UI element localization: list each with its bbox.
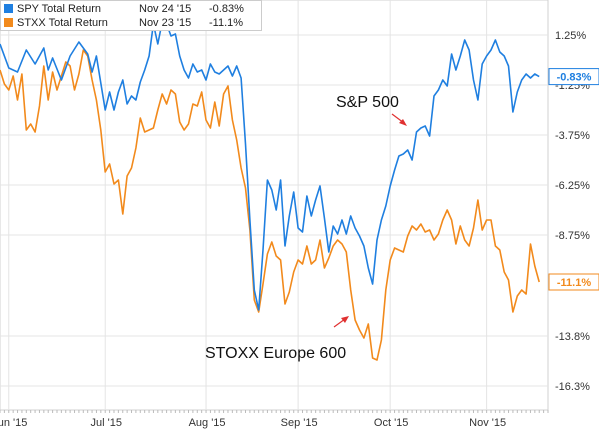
axes: 1.25%-1.25%-3.75%-6.25%-8.75%-13.8%-16.3…	[0, 30, 590, 429]
x-tick-label: Nov '15	[469, 417, 506, 429]
x-tick-label: Aug '15	[189, 417, 226, 429]
annotation-sp500-label: S&P 500	[336, 94, 399, 111]
legend-value: -0.83%	[209, 3, 244, 15]
y-tick-label: -13.8%	[555, 331, 590, 343]
x-tick-label: Sep '15	[281, 417, 318, 429]
y-tick-label: -6.25%	[555, 180, 590, 192]
series-line-stxx	[0, 49, 540, 361]
legend-item-stxx: STXX Total Return Nov 23 '15 -11.1%	[4, 17, 243, 30]
legend-date: Nov 23 '15	[139, 17, 192, 29]
end-value-badges: -0.83% -11.1%	[548, 68, 599, 291]
end-badge-box	[548, 273, 599, 291]
legend-swatch-spy	[4, 4, 13, 13]
y-tick-label: -8.75%	[555, 230, 590, 242]
end-badge-label: -0.83%	[557, 72, 592, 84]
series-lines	[0, 21, 540, 361]
x-tick-label: Jul '15	[90, 417, 121, 429]
legend-series-name: SPY Total Return	[17, 3, 101, 15]
y-tick-label: -3.75%	[555, 130, 590, 142]
legend-swatch-stxx	[4, 18, 13, 27]
x-tick-label: Jun '15	[0, 417, 27, 429]
annotation-stoxx-label: STOXX Europe 600	[205, 345, 346, 362]
legend-date: Nov 24 '15	[139, 3, 192, 15]
end-badge-label: -11.1%	[557, 277, 591, 289]
legend-item-spy: SPY Total Return Nov 24 '15 -0.83%	[4, 3, 244, 16]
annotation-sp500-arrow	[391, 113, 407, 126]
x-tick-label: Oct '15	[374, 417, 409, 429]
y-tick-label: 1.25%	[555, 30, 586, 42]
series-line-spy	[0, 21, 540, 311]
legend-value: -11.1%	[209, 17, 244, 29]
y-tick-label: -16.3%	[555, 381, 590, 393]
annotation-stoxx-arrow	[333, 316, 349, 328]
end-badge-box	[548, 68, 599, 86]
legend-series-name: STXX Total Return	[17, 17, 108, 29]
legend: SPY Total Return Nov 24 '15 -0.83% STXX To…	[0, 0, 262, 31]
